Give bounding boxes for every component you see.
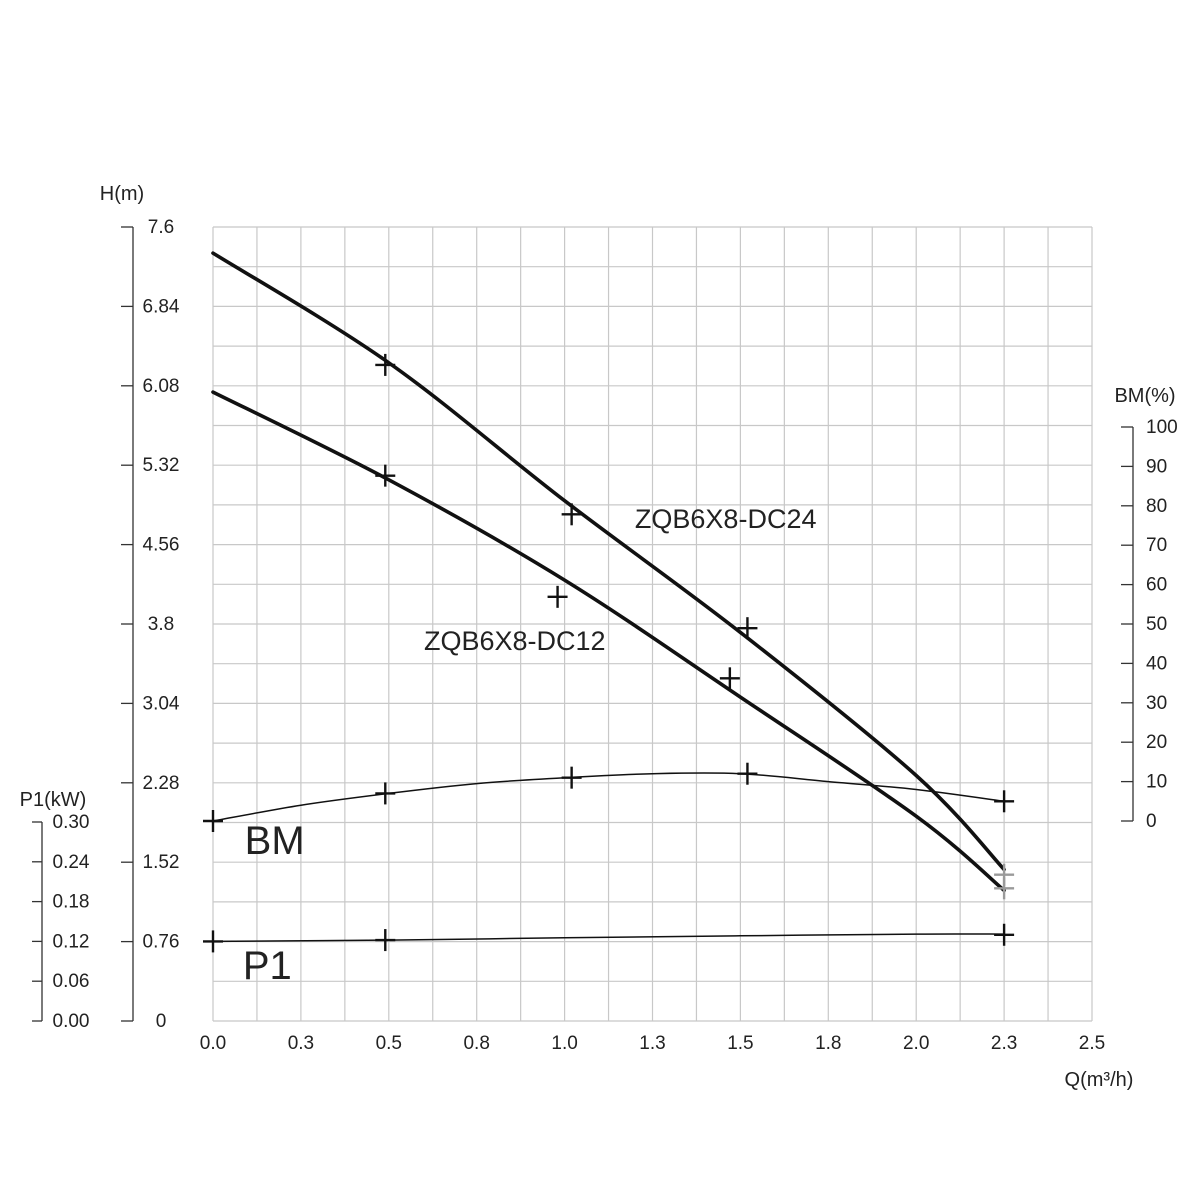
p1-axis-tick-label: 0.00 — [53, 1011, 90, 1032]
bm-axis-title: BM(%) — [1114, 385, 1175, 407]
p1-axis-tick-label: 0.30 — [53, 812, 90, 833]
h-axis-tick-label: 3.8 — [148, 614, 174, 635]
bm-axis-tick-label: 10 — [1146, 772, 1167, 793]
curve-bm — [212, 772, 1005, 822]
h-axis-tick-label: 0.76 — [143, 932, 180, 953]
x-axis-tick-label: 2.0 — [903, 1033, 929, 1054]
grid — [212, 226, 1093, 1022]
bm-axis-tick-label: 50 — [1146, 614, 1167, 635]
bm-axis-tick-label: 80 — [1146, 496, 1167, 517]
marker-p1 — [994, 923, 1015, 946]
x-axis-tick-label: 2.3 — [991, 1033, 1017, 1054]
curve-label-zqb6x8-dc24: ZQB6X8-DC24 — [635, 504, 817, 534]
curves — [211, 251, 1006, 943]
marker-zqb6x8-dc12 — [375, 464, 396, 487]
h-axis-tick-label: 2.28 — [143, 773, 180, 794]
h-axis-tick-label: 1.52 — [143, 852, 180, 873]
h-axis-tick-label: 6.84 — [143, 296, 180, 317]
series-tag-bm: BM — [245, 819, 305, 863]
bm-axis-tick-label: 40 — [1146, 653, 1167, 674]
marker-zqb6x8-dc24 — [737, 617, 758, 640]
series-tag-p1: P1 — [243, 944, 292, 988]
bm-axis-tick-label: 20 — [1146, 732, 1167, 753]
marker-zqb6x8-dc12 — [994, 877, 1015, 900]
bm-axis-tick-label: 30 — [1146, 693, 1167, 714]
marker-bm — [737, 762, 758, 785]
bm-axis-tick-label: 90 — [1146, 456, 1167, 477]
marker-bm — [203, 810, 223, 832]
h-axis-title: H(m) — [100, 183, 144, 205]
bm-axis-tick-label: 60 — [1146, 575, 1167, 596]
curve-label-zqb6x8-dc12: ZQB6X8-DC12 — [424, 626, 606, 656]
p1-axis-tick-label: 0.06 — [53, 971, 90, 992]
x-axis-tick-label: 0.3 — [288, 1033, 314, 1054]
x-axis-tick-label: 1.5 — [727, 1033, 753, 1054]
h-axis-tick-label: 7.6 — [148, 217, 174, 238]
labels: ZQB6X8-DC24 ZQB6X8-DC12 BM P1 — [243, 504, 817, 988]
h-axis-tick-label: 0 — [156, 1011, 167, 1032]
curve-p1 — [212, 933, 1005, 943]
x-axis-tick-label: 0.8 — [463, 1033, 489, 1054]
h-axis-tick-label: 5.32 — [143, 455, 180, 476]
marker-zqb6x8-dc24 — [375, 353, 396, 376]
marker-p1 — [203, 930, 223, 953]
x-axis-title: Q(m³/h) — [1065, 1069, 1134, 1091]
marker-zqb6x8-dc24 — [561, 503, 582, 526]
marker-bm — [375, 782, 396, 805]
marker-zqb6x8-dc12 — [719, 667, 740, 690]
axes: 0 0.76 1.52 2.28 3.04 3.8 4.56 5.32 6.08 6.84 7.6H… — [20, 183, 1178, 1091]
marker-bm — [994, 790, 1015, 813]
x-axis-tick-label: 1.3 — [639, 1033, 665, 1054]
h-axis-tick-label: 4.56 — [143, 535, 180, 556]
p1-axis-tick-label: 0.12 — [53, 931, 90, 952]
data-markers — [203, 353, 1015, 953]
bm-axis-tick-label: 0 — [1146, 811, 1157, 832]
x-axis-tick-label: 0.5 — [376, 1033, 402, 1054]
p1-axis-tick-label: 0.18 — [53, 892, 90, 913]
marker-p1 — [375, 929, 396, 952]
bm-axis-tick-label: 100 — [1146, 417, 1178, 438]
marker-bm — [561, 766, 582, 789]
bm-axis-tick-label: 70 — [1146, 535, 1167, 556]
h-axis-tick-label: 6.08 — [143, 376, 180, 397]
x-axis-tick-label: 2.5 — [1079, 1033, 1105, 1054]
x-axis-tick-label: 1.8 — [815, 1033, 841, 1054]
p1-axis-title: P1(kW) — [20, 789, 87, 811]
x-axis-tick-label: 0.0 — [200, 1033, 226, 1054]
p1-axis-tick-label: 0.24 — [53, 852, 90, 873]
x-axis-tick-label: 1.0 — [551, 1033, 577, 1054]
curve-zqb6x8-dc24 — [211, 251, 1006, 872]
marker-zqb6x8-dc12 — [547, 585, 568, 608]
h-axis-tick-label: 3.04 — [143, 693, 180, 714]
curve-zqb6x8-dc12 — [211, 390, 1006, 893]
